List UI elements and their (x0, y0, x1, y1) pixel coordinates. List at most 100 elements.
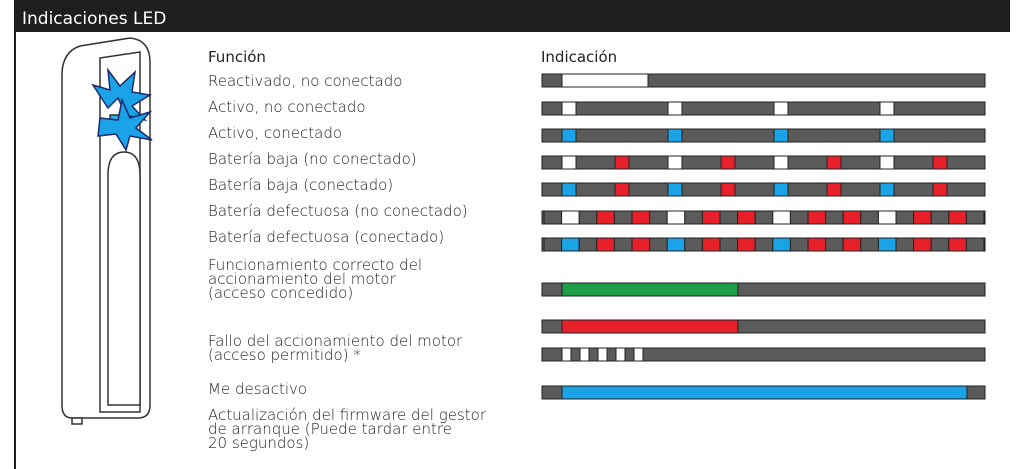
led-segment (579, 347, 590, 362)
led-segment (773, 128, 789, 143)
led-segment (719, 237, 739, 252)
led-segment (772, 237, 791, 252)
led-segment (701, 237, 721, 252)
led-segment (561, 182, 577, 197)
led-segment (615, 347, 626, 362)
led-segment (667, 128, 683, 143)
led-segment (842, 237, 862, 252)
led-segment (541, 73, 986, 88)
led-segment (541, 182, 986, 197)
function-text: de arranque (Puede tardar entre (208, 420, 452, 438)
led-segment (737, 210, 756, 225)
led-segment (613, 210, 633, 225)
led-segment (666, 237, 686, 252)
led-segment (773, 101, 789, 116)
led-segment (631, 237, 651, 252)
led-segment (948, 210, 967, 225)
function-text: accionamiento del motor (208, 270, 396, 288)
led-segment (561, 101, 577, 116)
led-segment (561, 385, 968, 400)
led-segment (649, 210, 668, 225)
led-segment (561, 210, 580, 225)
led-segment (772, 210, 791, 225)
led-segment (879, 101, 895, 116)
led-segment (754, 237, 774, 252)
led-segment (561, 347, 572, 362)
function-text: Batería defectuosa (no conectado) (208, 202, 468, 220)
led-segment (541, 347, 986, 362)
led-segment (561, 282, 739, 297)
led-segment (561, 155, 577, 170)
led-segment (561, 128, 577, 143)
function-text: Reactivado, no conectado (208, 72, 403, 90)
header-title: Indicaciones LED (22, 9, 167, 29)
led-segment (825, 210, 844, 225)
led-segment (932, 182, 948, 197)
led-segment (561, 73, 649, 88)
function-text: Activo, conectado (208, 124, 343, 142)
led-segment (578, 237, 598, 252)
led-segment (879, 128, 895, 143)
led-segment (842, 210, 862, 225)
led-segment (561, 319, 739, 334)
led-segment (596, 210, 615, 225)
led-segment (719, 210, 739, 225)
header: Indicaciones LED (14, 0, 1010, 32)
led-segment (649, 237, 668, 252)
function-text: Me desactivo (208, 380, 308, 398)
led-segment (965, 210, 985, 225)
function-text: Activo, no conectado (208, 98, 366, 116)
function-text: Batería defectuosa (conectado) (208, 228, 445, 246)
led-segment (895, 210, 915, 225)
led-segment (860, 237, 879, 252)
column-header: Función (208, 48, 266, 66)
led-segment (879, 155, 895, 170)
led-segment (860, 210, 879, 225)
function-text: 20 segundos) (208, 434, 310, 452)
led-segment (614, 182, 630, 197)
led-segment (613, 237, 633, 252)
led-segment (720, 155, 736, 170)
led-segment (807, 237, 827, 252)
column-header: Indicación (541, 48, 618, 66)
led-segment (578, 210, 598, 225)
led-segment (877, 210, 897, 225)
led-segment (543, 237, 563, 252)
led-segment (879, 182, 895, 197)
led-segment (948, 237, 967, 252)
led-segment (633, 347, 644, 362)
function-text: Actualización del firmware del gestor (208, 406, 486, 424)
led-segment (596, 237, 615, 252)
device (61, 37, 153, 425)
led-segment (666, 210, 686, 225)
led-segment (541, 128, 986, 143)
function-text: Fallo del accionamiento del motor (208, 332, 463, 350)
function-text: (acceso concedido) (208, 284, 354, 302)
led-segment (826, 155, 842, 170)
led-segment (773, 155, 789, 170)
led-segment (541, 155, 986, 170)
led-segment (807, 210, 827, 225)
function-text: Funcionamiento correcto del (208, 256, 423, 274)
led-segment (597, 347, 608, 362)
led-segment (614, 155, 630, 170)
led-segment (561, 237, 580, 252)
left-border (14, 32, 16, 469)
led-segment (930, 210, 950, 225)
led-segment (773, 182, 789, 197)
led-segment (895, 237, 915, 252)
led-segment (789, 210, 809, 225)
led-segment (541, 101, 986, 116)
led-segment (737, 237, 756, 252)
led-segment (701, 210, 721, 225)
function-text: Batería baja (no conectado) (208, 150, 417, 168)
led-segment (667, 155, 683, 170)
function-text: (acceso permitido) * (208, 346, 361, 364)
led-segment (913, 210, 932, 225)
led-segment (789, 237, 809, 252)
led-segment (684, 237, 703, 252)
led-segment (667, 101, 683, 116)
led-segment (930, 237, 950, 252)
